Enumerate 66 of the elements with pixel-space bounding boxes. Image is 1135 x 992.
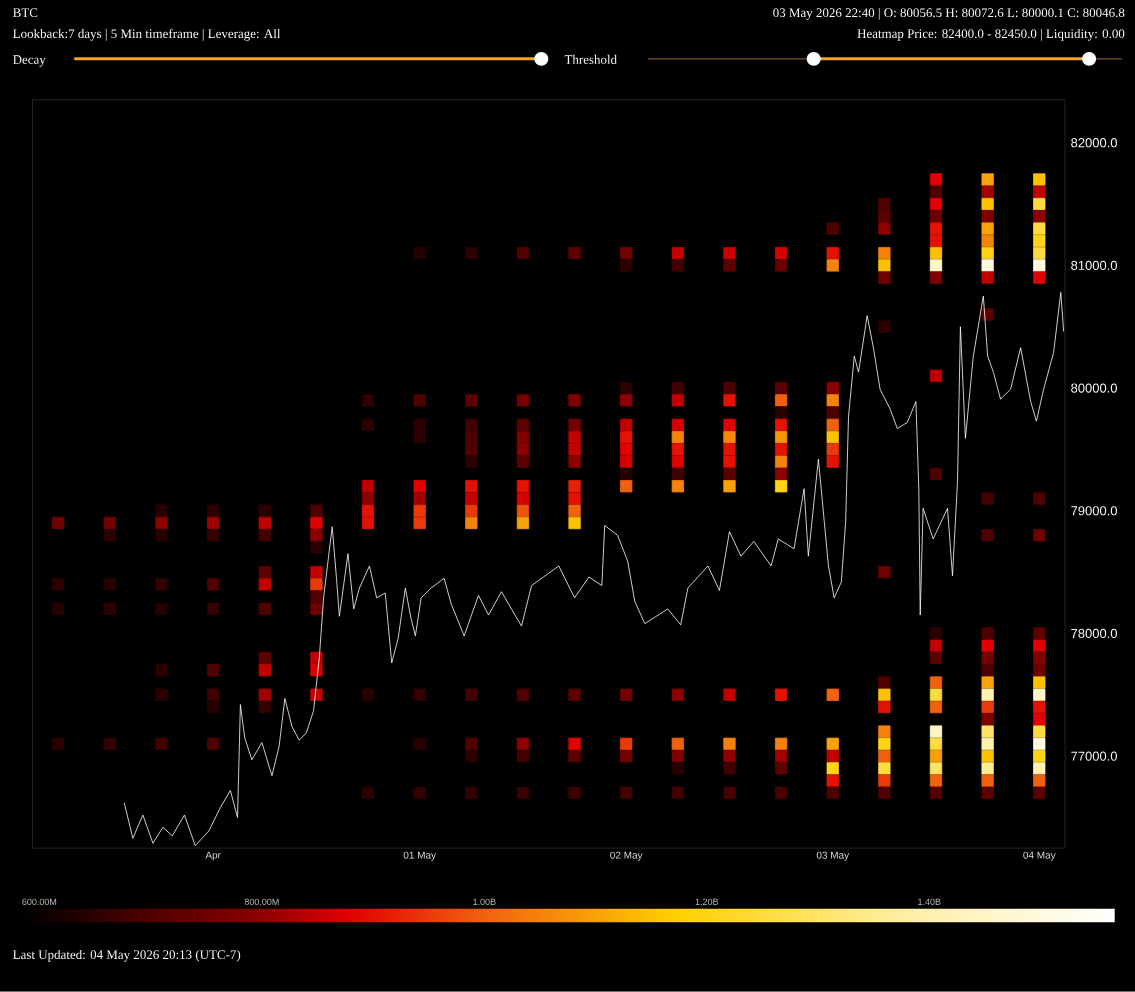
point	[1033, 762, 1046, 775]
point	[929, 774, 943, 787]
point	[929, 651, 943, 665]
y-tick-label: 77000.0	[1071, 751, 1117, 761]
text: 03 May 2026 22:40 | O: 80056.5 H: 80072.6 L: 80000.1 C: 80046.8	[773, 8, 1125, 20]
y-tick-label: 81000.0	[1071, 260, 1117, 271]
color-bar-label: 800.00M	[244, 898, 279, 906]
point	[258, 651, 271, 665]
point	[516, 504, 530, 517]
point	[981, 774, 994, 787]
point	[929, 369, 943, 383]
color-bar-label: 1.40B	[918, 898, 941, 906]
point	[52, 602, 65, 616]
point	[310, 541, 323, 554]
point	[310, 590, 323, 603]
color-bar-label: 1.00B	[473, 898, 496, 906]
color-bar-label: 600.00M	[22, 898, 57, 906]
text: Decay	[13, 55, 46, 67]
point	[465, 480, 478, 493]
point	[723, 431, 736, 444]
point	[929, 210, 943, 223]
point	[1033, 639, 1046, 652]
chart-title: BTC	[13, 8, 38, 18]
point	[723, 786, 736, 800]
x-tick-label: 01 May	[403, 851, 437, 861]
point	[568, 786, 581, 800]
y-tick-label: 80000.0	[1071, 383, 1117, 393]
point	[723, 247, 736, 260]
line-series	[123, 292, 1065, 847]
y-tick-label: 79000.0	[1071, 506, 1117, 516]
point	[723, 455, 736, 468]
point	[774, 431, 788, 444]
chart-subtitle: Lookback:7 days | 5 Min timeframe | Leverage: All	[13, 28, 281, 41]
point	[361, 418, 375, 432]
point	[929, 725, 943, 738]
point	[981, 664, 994, 677]
x-tick-label: Apr	[205, 851, 221, 861]
point	[568, 480, 581, 493]
text: Last Updated: 04 May 2026 20:13 (UTC-7)	[13, 949, 241, 962]
point	[1033, 259, 1046, 272]
point	[413, 418, 426, 432]
point	[516, 480, 530, 493]
point	[1033, 701, 1046, 714]
y-tick-label: 78000.0	[1071, 628, 1117, 639]
text: Threshold	[564, 54, 617, 65]
text: Heatmap Price: 82400.0 - 82450.0 | Liquidity: 0.00	[857, 29, 1125, 41]
color-bar-label: 1.20B	[695, 898, 719, 906]
point	[1033, 774, 1046, 787]
point	[826, 455, 839, 468]
point	[155, 602, 168, 616]
point	[774, 443, 788, 456]
point	[981, 259, 994, 272]
point	[981, 639, 994, 652]
point	[981, 762, 994, 775]
point	[929, 786, 943, 800]
x-tick-label: 03 May	[816, 851, 850, 861]
x-tick-label: 04 May	[1023, 851, 1056, 861]
point	[207, 664, 220, 677]
x-tick-label: 02 May	[610, 851, 643, 861]
point	[774, 786, 788, 800]
point	[723, 443, 736, 456]
point	[878, 701, 891, 714]
point	[516, 786, 530, 800]
point	[878, 320, 891, 333]
y-tick-label: 82000.0	[1071, 138, 1117, 148]
point	[671, 443, 684, 456]
